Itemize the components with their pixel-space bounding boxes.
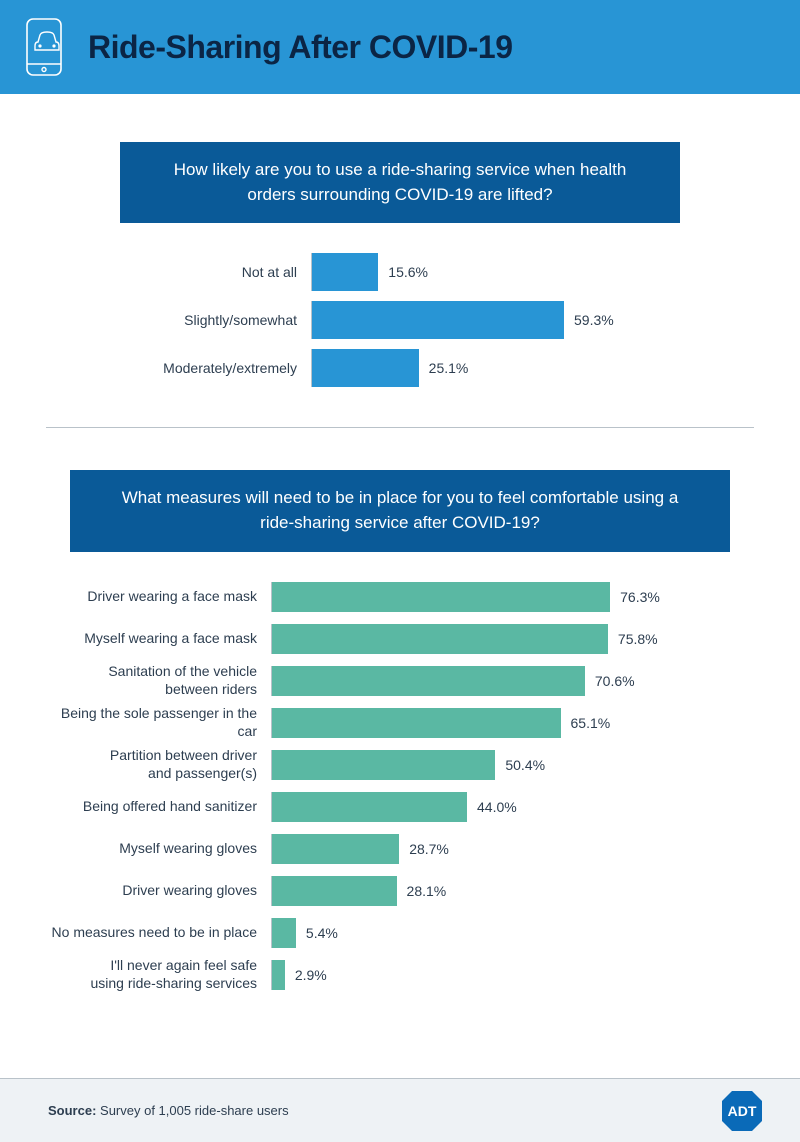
chart1: Not at all 15.6% Slightly/somewhat 59.3% Mod…: [46, 253, 754, 387]
bar-row: Driver wearing a face mask 76.3%: [46, 582, 734, 612]
bar-label: Moderately/extremely: [86, 360, 311, 378]
bar-label: I'll never again feel safeusing ride-sha…: [46, 957, 271, 992]
bar-track: 75.8%: [271, 624, 734, 654]
bar-value: 70.6%: [595, 673, 635, 689]
bar-fill: [272, 750, 495, 780]
bar-track: 70.6%: [271, 666, 734, 696]
bar-value: 59.3%: [574, 312, 614, 328]
bar-label: No measures need to be in place: [46, 924, 271, 942]
source-text: Survey of 1,005 ride-share users: [96, 1103, 288, 1118]
bar-track: 15.6%: [311, 253, 714, 291]
bar-track: 2.9%: [271, 960, 734, 990]
bar-fill: [312, 253, 378, 291]
bar-value: 28.1%: [407, 883, 447, 899]
bar-label: Being the sole passenger in the car: [46, 705, 271, 740]
bar-value: 15.6%: [388, 264, 428, 280]
bar-label: Being offered hand sanitizer: [46, 798, 271, 816]
bar-track: 50.4%: [271, 750, 734, 780]
bar-value: 25.1%: [429, 360, 469, 376]
bar-label: Myself wearing gloves: [46, 840, 271, 858]
footer: Source: Survey of 1,005 ride-share users…: [0, 1078, 800, 1142]
bar-fill: [272, 708, 561, 738]
bar-row: Myself wearing gloves 28.7%: [46, 834, 734, 864]
bar-track: 28.1%: [271, 876, 734, 906]
page-title: Ride-Sharing After COVID-19: [88, 29, 512, 66]
chart1-question: How likely are you to use a ride-sharing…: [120, 142, 680, 223]
bar-fill: [272, 582, 610, 612]
bar-row: No measures need to be in place 5.4%: [46, 918, 734, 948]
source-label: Source:: [48, 1103, 96, 1118]
bar-row: I'll never again feel safeusing ride-sha…: [46, 960, 734, 990]
section-divider: [46, 427, 754, 428]
content-area: How likely are you to use a ride-sharing…: [0, 94, 800, 990]
bar-fill: [272, 834, 399, 864]
chart2-question: What measures will need to be in place f…: [70, 470, 730, 551]
bar-label: Driver wearing a face mask: [46, 588, 271, 606]
bar-fill: [272, 960, 285, 990]
header-bar: Ride-Sharing After COVID-19: [0, 0, 800, 94]
bar-track: 25.1%: [311, 349, 714, 387]
bar-row: Driver wearing gloves 28.1%: [46, 876, 734, 906]
bar-value: 5.4%: [306, 925, 338, 941]
bar-value: 76.3%: [620, 589, 660, 605]
bar-fill: [312, 349, 419, 387]
bar-value: 2.9%: [295, 967, 327, 983]
chart2: Driver wearing a face mask 76.3% Myself we…: [46, 582, 754, 990]
bar-track: 65.1%: [271, 708, 734, 738]
bar-label: Driver wearing gloves: [46, 882, 271, 900]
bar-fill: [272, 918, 296, 948]
bar-row: Not at all 15.6%: [86, 253, 714, 291]
bar-fill: [272, 876, 397, 906]
bar-row: Being offered hand sanitizer 44.0%: [46, 792, 734, 822]
bar-track: 28.7%: [271, 834, 734, 864]
source-line: Source: Survey of 1,005 ride-share users: [48, 1103, 289, 1118]
bar-track: 44.0%: [271, 792, 734, 822]
bar-label: Myself wearing a face mask: [46, 630, 271, 648]
adt-logo-text: ADT: [728, 1103, 757, 1119]
bar-fill: [272, 666, 585, 696]
bar-label: Slightly/somewhat: [86, 312, 311, 330]
bar-value: 44.0%: [477, 799, 517, 815]
bar-row: Partition between driverand passenger(s)…: [46, 750, 734, 780]
bar-track: 59.3%: [311, 301, 714, 339]
bar-label: Partition between driverand passenger(s): [46, 747, 271, 782]
bar-track: 5.4%: [271, 918, 734, 948]
bar-row: Slightly/somewhat 59.3%: [86, 301, 714, 339]
bar-fill: [312, 301, 564, 339]
bar-row: Being the sole passenger in the car 65.1%: [46, 708, 734, 738]
bar-value: 75.8%: [618, 631, 658, 647]
bar-label: Not at all: [86, 264, 311, 282]
bar-row: Sanitation of the vehiclebetween riders 7…: [46, 666, 734, 696]
bar-track: 76.3%: [271, 582, 734, 612]
adt-logo-icon: ADT: [718, 1087, 766, 1135]
bar-label: Sanitation of the vehiclebetween riders: [46, 663, 271, 698]
bar-value: 28.7%: [409, 841, 449, 857]
bar-row: Moderately/extremely 25.1%: [86, 349, 714, 387]
bar-row: Myself wearing a face mask 75.8%: [46, 624, 734, 654]
bar-fill: [272, 624, 608, 654]
bar-value: 50.4%: [505, 757, 545, 773]
phone-car-icon: [24, 16, 70, 78]
bar-fill: [272, 792, 467, 822]
bar-value: 65.1%: [571, 715, 611, 731]
